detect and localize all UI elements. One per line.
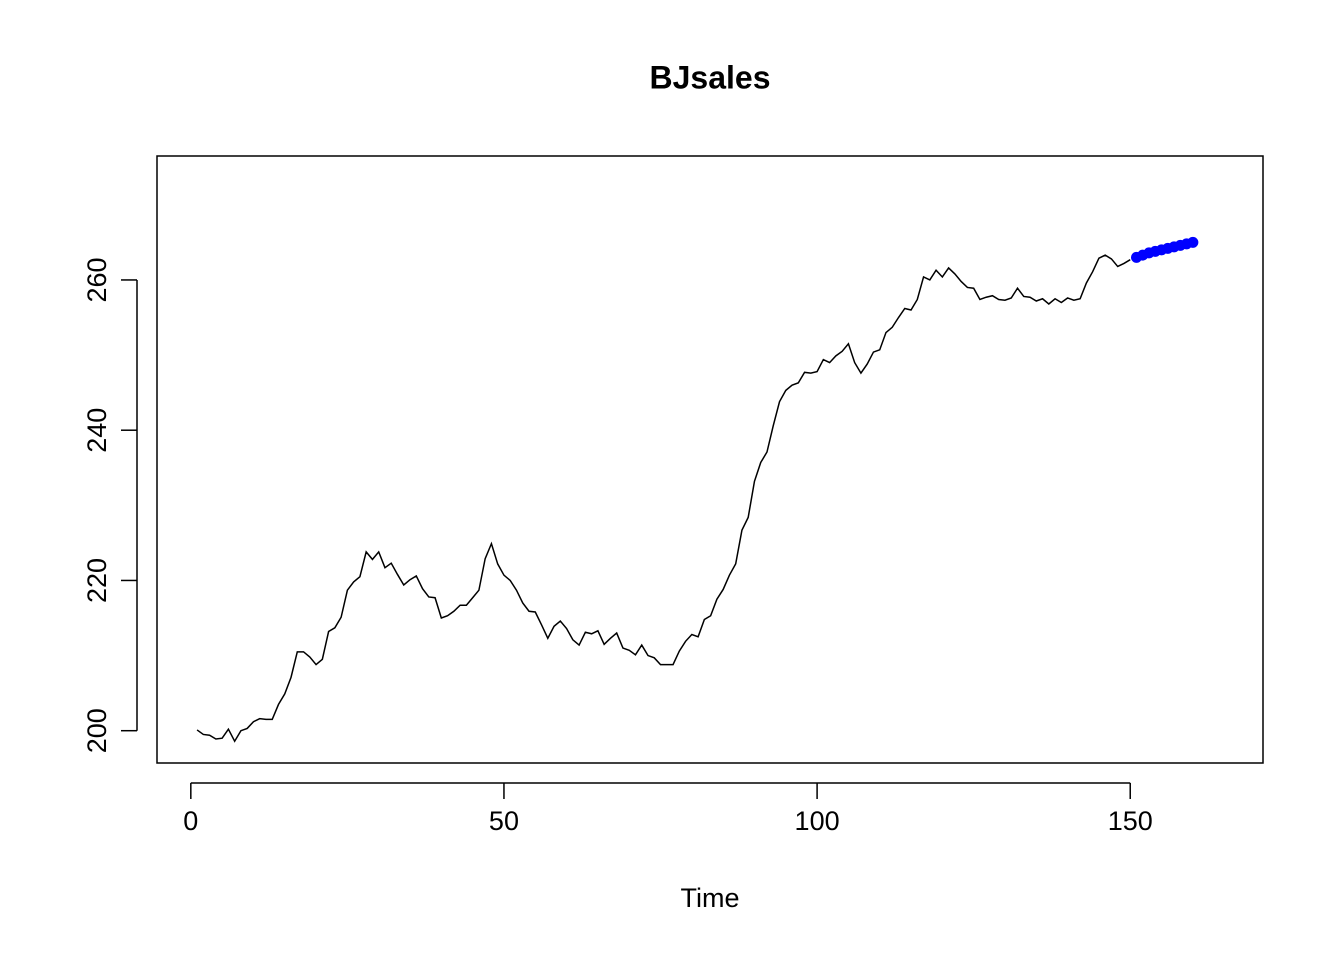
chart-title: BJsales	[650, 59, 771, 95]
x-tick-label: 150	[1108, 806, 1153, 836]
x-tick-label: 50	[489, 806, 519, 836]
x-tick-label: 100	[795, 806, 840, 836]
series-line	[196, 254, 1131, 743]
forecast-point	[1187, 236, 1199, 248]
plot-frame	[156, 155, 1264, 764]
y-tick-label: 240	[82, 408, 112, 453]
y-tick-label: 200	[82, 708, 112, 753]
x-tick-label: 0	[183, 806, 198, 836]
y-tick-label: 260	[82, 257, 112, 302]
x-axis-label: Time	[681, 883, 740, 913]
y-tick-label: 220	[82, 558, 112, 603]
